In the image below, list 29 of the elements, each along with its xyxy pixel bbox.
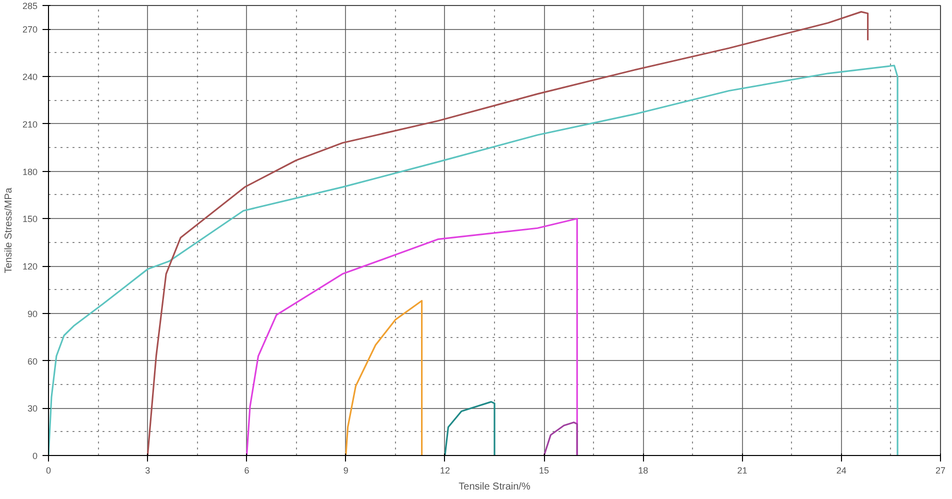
- x-tick-label: 15: [539, 466, 550, 476]
- x-tick-label: 21: [737, 466, 748, 476]
- x-tick-label: 9: [343, 466, 348, 476]
- x-tick-label: 24: [836, 466, 846, 476]
- x-axis-title: Tensile Strain/%: [458, 482, 530, 492]
- y-tick-label: 240: [22, 72, 38, 82]
- y-tick-label: 270: [22, 24, 38, 35]
- y-axis-title: Tensile Stress/MPa: [3, 187, 14, 274]
- y-tick-label: 150: [22, 214, 38, 224]
- y-tick-label: 30: [27, 404, 38, 414]
- line-series: [146, 11, 869, 456]
- line-series: [246, 218, 578, 456]
- line-series: [543, 422, 578, 456]
- y-tick-label: 120: [22, 262, 38, 272]
- x-tick-label: 27: [935, 466, 946, 476]
- line-series: [444, 401, 496, 456]
- y-tick-label: 210: [22, 119, 38, 130]
- x-tick-label: 0: [46, 466, 52, 476]
- x-tick-label: 6: [244, 466, 250, 476]
- x-tick-label: 12: [440, 466, 450, 476]
- y-tick-label: 0: [32, 451, 38, 461]
- y-tick-label: 90: [27, 308, 38, 319]
- line-series: [345, 300, 423, 456]
- x-tick-label: 18: [638, 466, 648, 476]
- line-series: [48, 64, 898, 456]
- y-tick-label: 285: [22, 1, 38, 11]
- y-tick-label: 60: [27, 356, 38, 366]
- y-tick-label: 180: [22, 166, 38, 177]
- x-tick-label: 3: [145, 466, 150, 476]
